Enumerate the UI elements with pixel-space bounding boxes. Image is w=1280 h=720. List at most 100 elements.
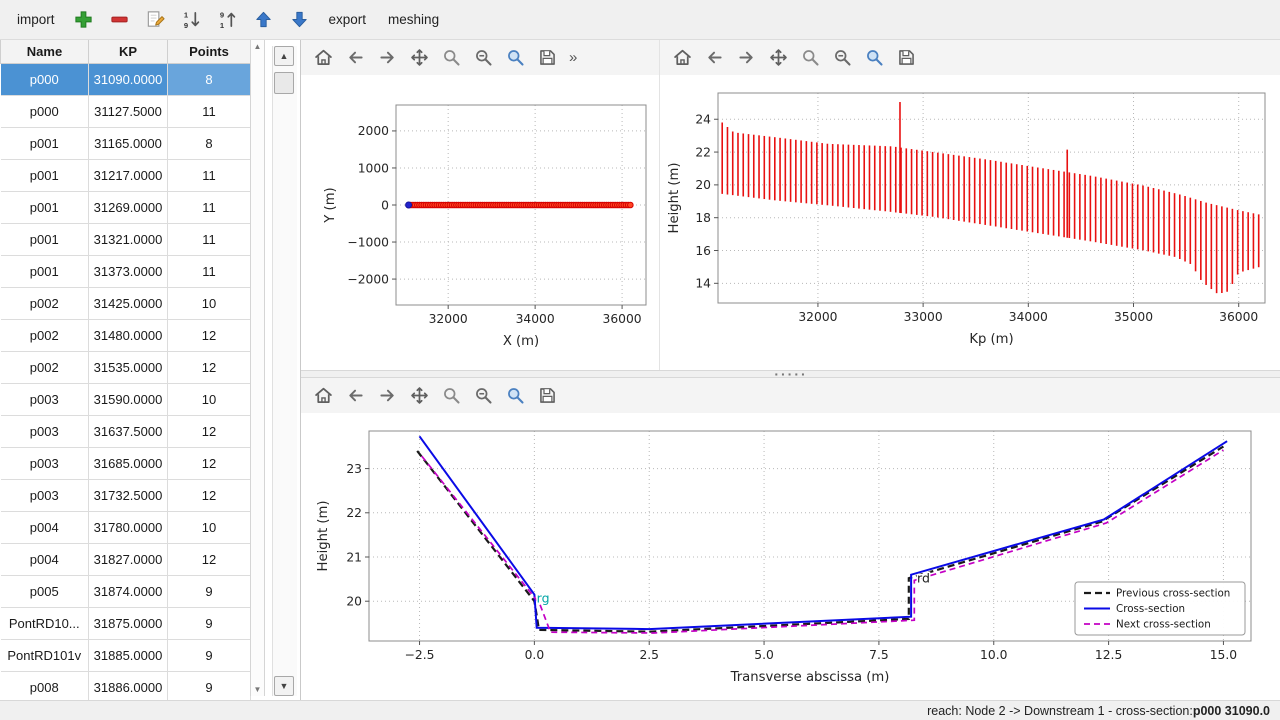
home-icon[interactable] [311, 45, 336, 70]
home-icon[interactable] [670, 45, 695, 70]
cell-kp[interactable]: 31875.0000 [88, 607, 168, 640]
cell-name[interactable]: p003 [0, 479, 89, 512]
export-button[interactable]: export [328, 12, 367, 27]
cell-kp[interactable]: 31090.0000 [88, 63, 168, 96]
table-row[interactable]: p001 31373.0000 11 [0, 255, 251, 288]
cell-kp[interactable]: 31373.0000 [88, 255, 168, 288]
scroll-down-icon[interactable]: ▼ [253, 685, 262, 694]
cell-points[interactable]: 12 [167, 479, 251, 512]
cell-kp[interactable]: 31127.5000 [88, 95, 168, 128]
edit-icon[interactable] [144, 8, 168, 32]
cell-name[interactable]: p003 [0, 415, 89, 448]
cell-points[interactable]: 12 [167, 447, 251, 480]
cell-kp[interactable]: 31885.0000 [88, 639, 168, 672]
cell-name[interactable]: p001 [0, 159, 89, 192]
cell-points[interactable]: 11 [167, 159, 251, 192]
forward-icon[interactable] [734, 45, 759, 70]
column-header-kp[interactable]: KP [88, 40, 168, 64]
zoom-icon[interactable] [439, 45, 464, 70]
column-header-name[interactable]: Name [0, 40, 89, 64]
back-icon[interactable] [702, 45, 727, 70]
scroll-down-button[interactable]: ▼ [274, 676, 294, 696]
add-icon[interactable] [72, 8, 96, 32]
cell-name[interactable]: p004 [0, 543, 89, 576]
edit-parameters-icon[interactable] [862, 45, 887, 70]
cell-kp[interactable]: 31590.0000 [88, 383, 168, 416]
configure-subplots-icon[interactable] [830, 45, 855, 70]
save-icon[interactable] [894, 45, 919, 70]
cross-sections-table[interactable]: Name KP Points p000 31090.0000 8 p000 31127.… [0, 40, 251, 720]
table-row[interactable]: p005 31874.0000 9 [0, 575, 251, 608]
cell-points[interactable]: 9 [167, 607, 251, 640]
table-row[interactable]: PontRD101v 31885.0000 9 [0, 639, 251, 672]
cell-kp[interactable]: 31535.0000 [88, 351, 168, 384]
plan-view-figure[interactable]: 32000 34000 36000 −2000 −1000 0 1000 2000 X (m) Y… [301, 75, 659, 370]
column-header-points[interactable]: Points [167, 40, 251, 64]
cell-points[interactable]: 12 [167, 543, 251, 576]
pan-icon[interactable] [766, 45, 791, 70]
cell-points[interactable]: 10 [167, 511, 251, 544]
panel-scrollbar[interactable]: ▲ ▼ [272, 46, 297, 696]
table-row[interactable]: p003 31685.0000 12 [0, 447, 251, 480]
cell-points[interactable]: 8 [167, 63, 251, 96]
configure-subplots-icon[interactable] [471, 45, 496, 70]
cell-points[interactable]: 10 [167, 287, 251, 320]
cell-kp[interactable]: 31732.5000 [88, 479, 168, 512]
edit-parameters-icon[interactable] [503, 383, 528, 408]
cell-kp[interactable]: 31217.0000 [88, 159, 168, 192]
table-row[interactable]: p000 31127.5000 11 [0, 95, 251, 128]
cell-points[interactable]: 12 [167, 351, 251, 384]
table-row[interactable]: p002 31425.0000 10 [0, 287, 251, 320]
back-icon[interactable] [343, 383, 368, 408]
back-icon[interactable] [343, 45, 368, 70]
forward-icon[interactable] [375, 383, 400, 408]
cell-name[interactable]: p005 [0, 575, 89, 608]
table-row[interactable]: PontRD10... 31875.0000 9 [0, 607, 251, 640]
cell-kp[interactable]: 31165.0000 [88, 127, 168, 160]
table-row[interactable]: p003 31732.5000 12 [0, 479, 251, 512]
cell-kp[interactable]: 31321.0000 [88, 223, 168, 256]
import-button[interactable]: import [17, 12, 55, 27]
cell-kp[interactable]: 31269.0000 [88, 191, 168, 224]
cell-kp[interactable]: 31480.0000 [88, 319, 168, 352]
scroll-up-button[interactable]: ▲ [274, 46, 294, 66]
cell-name[interactable]: p001 [0, 255, 89, 288]
cell-name[interactable]: p000 [0, 95, 89, 128]
save-icon[interactable] [535, 383, 560, 408]
cell-points[interactable]: 11 [167, 191, 251, 224]
longitudinal-profile-figure[interactable]: 32000 33000 34000 35000 36000 14 16 18 20 22 24 Kp … [660, 75, 1280, 370]
table-row[interactable]: p004 31780.0000 10 [0, 511, 251, 544]
cell-points[interactable]: 10 [167, 383, 251, 416]
cell-kp[interactable]: 31874.0000 [88, 575, 168, 608]
table-scrollbar[interactable]: ▲ ▼ [250, 40, 265, 696]
table-row[interactable]: p001 31321.0000 11 [0, 223, 251, 256]
cell-name[interactable]: p001 [0, 127, 89, 160]
move-up-icon[interactable] [252, 8, 276, 32]
toolbar-overflow-button[interactable]: » [569, 49, 578, 66]
cell-name[interactable]: PontRD101v [0, 639, 89, 672]
cell-points[interactable]: 11 [167, 255, 251, 288]
cell-kp[interactable]: 31425.0000 [88, 287, 168, 320]
cell-kp[interactable]: 31827.0000 [88, 543, 168, 576]
table-row[interactable]: p001 31217.0000 11 [0, 159, 251, 192]
cell-name[interactable]: p003 [0, 383, 89, 416]
scroll-up-icon[interactable]: ▲ [253, 42, 262, 51]
cell-name[interactable]: p001 [0, 223, 89, 256]
cell-points[interactable]: 11 [167, 95, 251, 128]
cell-kp[interactable]: 31685.0000 [88, 447, 168, 480]
edit-parameters-icon[interactable] [503, 45, 528, 70]
cell-name[interactable]: p002 [0, 319, 89, 352]
cell-kp[interactable]: 31886.0000 [88, 671, 168, 704]
cross-section-figure[interactable]: −2.5 0.0 2.5 5.0 7.5 10.0 12.5 15.0 20 21 22 23 Tran… [301, 413, 1280, 700]
cell-points[interactable]: 11 [167, 223, 251, 256]
splitter-handle-icon[interactable]: ····· [774, 366, 808, 382]
cell-points[interactable]: 8 [167, 127, 251, 160]
cell-name[interactable]: p003 [0, 447, 89, 480]
cell-kp[interactable]: 31637.5000 [88, 415, 168, 448]
zoom-icon[interactable] [439, 383, 464, 408]
horizontal-splitter[interactable]: ····· [301, 366, 1280, 382]
cell-points[interactable]: 12 [167, 319, 251, 352]
cell-points[interactable]: 9 [167, 639, 251, 672]
